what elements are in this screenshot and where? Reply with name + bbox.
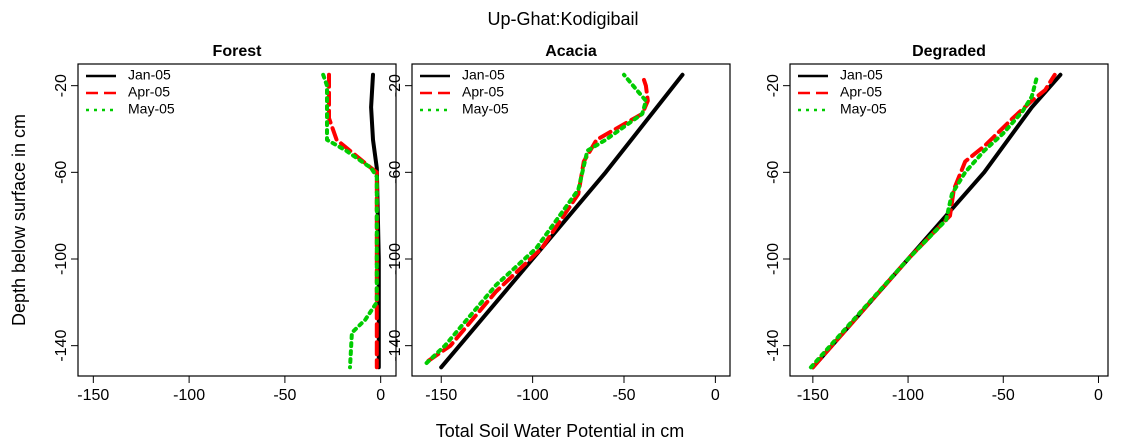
x-tick-label: -150	[425, 387, 457, 404]
plot-frame	[77, 63, 397, 377]
legend-label: May-05	[462, 101, 509, 117]
x-tick-label: -50	[612, 387, 635, 404]
x-tick-label: -100	[517, 387, 549, 404]
data-line	[439, 72, 685, 370]
data-line	[321, 72, 379, 370]
y-tick-label: -140	[387, 330, 404, 362]
legend-label: Jan-05	[128, 67, 171, 83]
panel-title: Degraded	[912, 43, 986, 60]
y-tick-label: -60	[765, 161, 782, 184]
plot-frame	[789, 63, 1109, 377]
y-tick-label: -20	[765, 74, 782, 97]
panel-title: Forest	[213, 43, 263, 60]
x-tick-label: -100	[173, 387, 205, 404]
panel-title: Acacia	[545, 43, 597, 60]
legend-label: Apr-05	[128, 84, 170, 100]
data-line	[426, 72, 650, 363]
chart-title: Up-Ghat:Kodigibail	[487, 9, 638, 29]
data-line	[327, 72, 379, 370]
y-tick-label: -100	[765, 243, 782, 275]
legend-label: Apr-05	[462, 84, 504, 100]
x-tick-label: -50	[992, 387, 1015, 404]
y-axis-label: Depth below surface in cm	[9, 114, 29, 326]
y-tick-label: -60	[387, 161, 404, 184]
y-tick-label: -20	[387, 74, 404, 97]
x-tick-label: 0	[1094, 387, 1103, 404]
legend-label: Jan-05	[462, 67, 505, 83]
plot-frame	[411, 63, 731, 377]
legend-label: Apr-05	[840, 84, 882, 100]
x-axis-label: Total Soil Water Potential in cm	[436, 421, 684, 441]
y-tick-label: -140	[53, 330, 70, 362]
y-tick-label: -100	[387, 243, 404, 275]
legend-label: Jan-05	[840, 67, 883, 83]
y-tick-label: -140	[765, 330, 782, 362]
y-tick-label: -100	[53, 243, 70, 275]
y-tick-label: -60	[53, 161, 70, 184]
data-line	[424, 72, 648, 365]
data-line	[808, 72, 1040, 370]
x-tick-label: -150	[797, 387, 829, 404]
x-tick-label: 0	[376, 387, 385, 404]
x-tick-label: -150	[77, 387, 109, 404]
x-tick-label: 0	[711, 387, 720, 404]
legend-label: May-05	[840, 101, 887, 117]
y-tick-label: -20	[53, 74, 70, 97]
x-tick-label: -50	[273, 387, 296, 404]
x-tick-label: -100	[892, 387, 924, 404]
legend-label: May-05	[128, 101, 175, 117]
